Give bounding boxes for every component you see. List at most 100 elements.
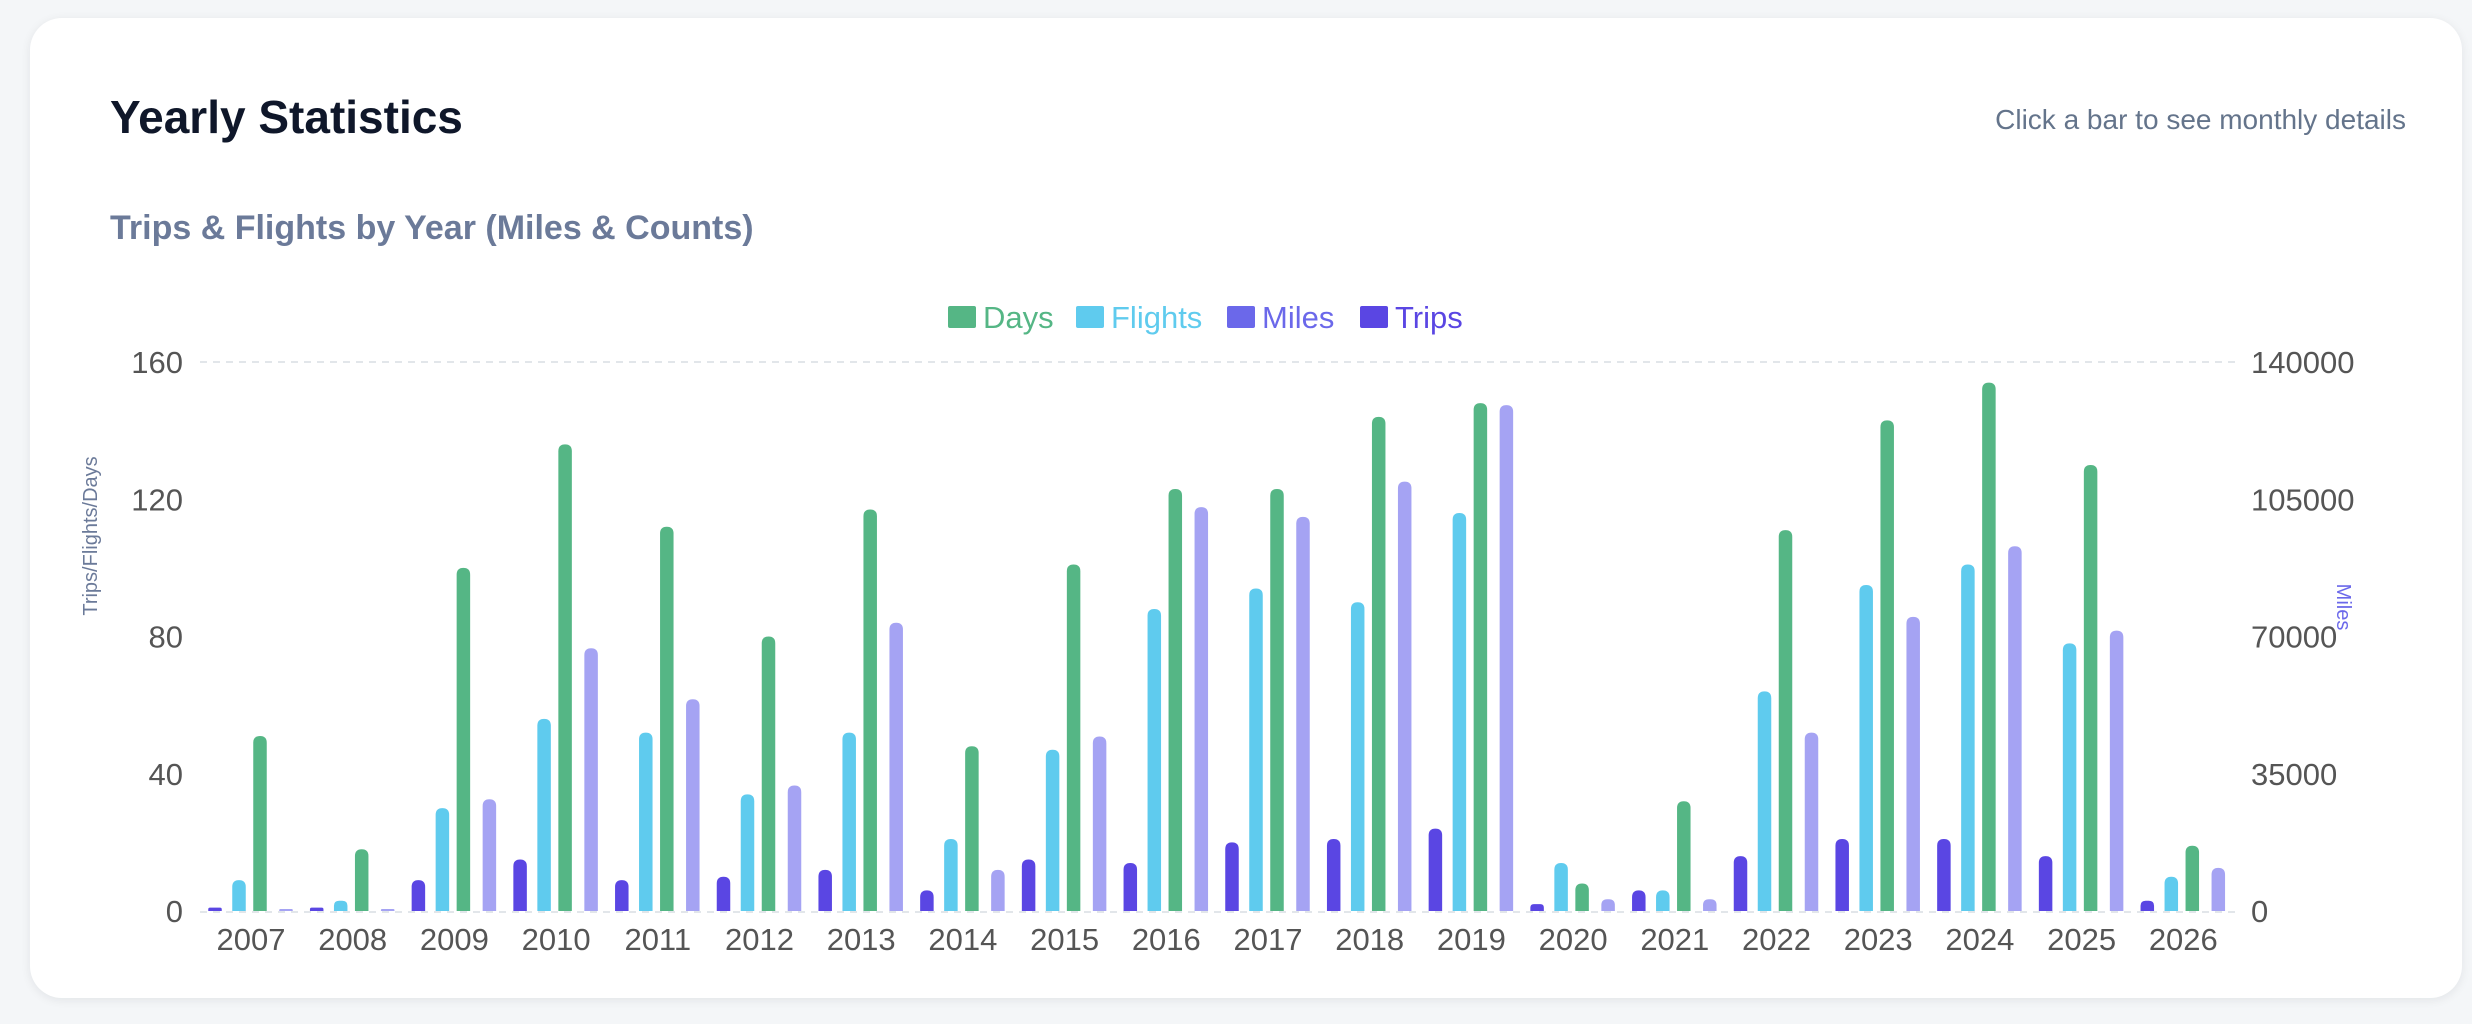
bar-trips-2008[interactable] bbox=[309, 907, 324, 911]
legend-swatch-miles[interactable] bbox=[1227, 306, 1255, 328]
bar-flights-2015[interactable] bbox=[1045, 749, 1060, 911]
bar-days-2009[interactable] bbox=[456, 567, 471, 911]
x-tick-label: 2024 bbox=[1945, 922, 2014, 957]
bar-flights-2007[interactable] bbox=[232, 880, 246, 911]
bar-trips-2022[interactable] bbox=[1733, 856, 1748, 911]
bar-flights-2012[interactable] bbox=[740, 794, 755, 911]
bar-flights-2009[interactable] bbox=[435, 808, 450, 911]
legend-swatch-flights[interactable] bbox=[1076, 306, 1104, 328]
bar-trips-2007[interactable] bbox=[208, 907, 222, 911]
bar-trips-2015[interactable] bbox=[1021, 859, 1036, 911]
bar-miles-2014[interactable] bbox=[991, 869, 1005, 911]
bar-trips-2025[interactable] bbox=[2038, 856, 2053, 911]
bar-trips-2018[interactable] bbox=[1326, 838, 1341, 911]
bar-miles-2015[interactable] bbox=[1092, 736, 1107, 911]
bar-days-2012[interactable] bbox=[761, 636, 776, 912]
y-left-axis-title: Trips/Flights/Days bbox=[80, 456, 102, 615]
bar-flights-2018[interactable] bbox=[1350, 602, 1365, 911]
bar-miles-2019[interactable] bbox=[1499, 405, 1514, 911]
x-tick-label: 2019 bbox=[1437, 922, 1506, 957]
bar-days-2007[interactable] bbox=[253, 736, 267, 911]
bar-flights-2014[interactable] bbox=[944, 838, 958, 911]
bar-flights-2026[interactable] bbox=[2164, 876, 2179, 911]
y-left-tick-label: 120 bbox=[131, 482, 183, 517]
bar-miles-2007[interactable] bbox=[279, 909, 293, 911]
bar-trips-2023[interactable] bbox=[1835, 838, 1849, 911]
x-tick-label: 2022 bbox=[1742, 922, 1811, 957]
legend-swatch-days[interactable] bbox=[948, 306, 976, 328]
bar-miles-2023[interactable] bbox=[1906, 616, 1920, 911]
bar-trips-2020[interactable] bbox=[1530, 904, 1544, 911]
bar-flights-2022[interactable] bbox=[1757, 691, 1772, 911]
legend-label-days: Days bbox=[983, 300, 1054, 335]
bar-days-2015[interactable] bbox=[1066, 564, 1081, 911]
bar-trips-2010[interactable] bbox=[513, 859, 527, 911]
bar-miles-2017[interactable] bbox=[1296, 516, 1310, 911]
bar-days-2016[interactable] bbox=[1168, 488, 1183, 911]
bar-days-2008[interactable] bbox=[354, 849, 369, 911]
click-hint: Click a bar to see monthly details bbox=[1995, 104, 2406, 135]
bar-days-2024[interactable] bbox=[1982, 382, 1996, 911]
bar-miles-2024[interactable] bbox=[2008, 546, 2022, 911]
bar-miles-2021[interactable] bbox=[1703, 899, 1717, 911]
bar-miles-2010[interactable] bbox=[584, 648, 598, 911]
bar-miles-2013[interactable] bbox=[889, 622, 903, 911]
x-tick-label: 2007 bbox=[217, 922, 286, 957]
bar-miles-2020[interactable] bbox=[1601, 899, 1615, 911]
bar-miles-2022[interactable] bbox=[1804, 732, 1819, 911]
bar-trips-2016[interactable] bbox=[1123, 862, 1138, 911]
bar-trips-2013[interactable] bbox=[818, 869, 832, 911]
x-tick-label: 2011 bbox=[624, 922, 691, 957]
bar-miles-2011[interactable] bbox=[686, 699, 700, 911]
bar-days-2022[interactable] bbox=[1778, 530, 1793, 911]
x-tick-label: 2015 bbox=[1030, 922, 1099, 957]
bar-days-2019[interactable] bbox=[1473, 403, 1488, 911]
bar-miles-2008[interactable] bbox=[380, 909, 395, 911]
bar-flights-2019[interactable] bbox=[1452, 512, 1467, 911]
bar-trips-2009[interactable] bbox=[411, 880, 426, 911]
x-tick-label: 2023 bbox=[1844, 922, 1913, 957]
bar-miles-2025[interactable] bbox=[2109, 630, 2124, 911]
bar-flights-2023[interactable] bbox=[1859, 585, 1873, 911]
bar-days-2014[interactable] bbox=[965, 746, 979, 911]
bar-flights-2010[interactable] bbox=[537, 718, 551, 911]
bar-flights-2013[interactable] bbox=[842, 732, 856, 911]
bar-days-2010[interactable] bbox=[558, 444, 572, 911]
bar-trips-2024[interactable] bbox=[1937, 838, 1951, 911]
bar-trips-2019[interactable] bbox=[1428, 828, 1443, 911]
bar-trips-2014[interactable] bbox=[920, 890, 934, 911]
bar-miles-2018[interactable] bbox=[1397, 481, 1412, 911]
bar-miles-2009[interactable] bbox=[482, 799, 497, 911]
bar-miles-2026[interactable] bbox=[2211, 867, 2226, 911]
bar-days-2020[interactable] bbox=[1575, 883, 1589, 911]
bar-flights-2011[interactable] bbox=[639, 732, 653, 911]
bar-flights-2025[interactable] bbox=[2062, 643, 2077, 911]
bar-days-2011[interactable] bbox=[660, 526, 674, 911]
y-left-tick-label: 0 bbox=[166, 894, 183, 929]
bar-flights-2008[interactable] bbox=[333, 900, 348, 911]
bar-days-2025[interactable] bbox=[2083, 464, 2098, 911]
bar-flights-2020[interactable] bbox=[1554, 862, 1568, 911]
bar-days-2021[interactable] bbox=[1677, 801, 1691, 911]
y-right-tick-label: 70000 bbox=[2251, 620, 2337, 655]
legend-label-miles: Miles bbox=[1262, 300, 1334, 335]
bar-trips-2012[interactable] bbox=[716, 876, 731, 911]
bar-trips-2026[interactable] bbox=[2140, 900, 2155, 911]
bar-miles-2016[interactable] bbox=[1194, 507, 1209, 911]
legend-swatch-trips[interactable] bbox=[1360, 306, 1388, 328]
bar-trips-2011[interactable] bbox=[615, 880, 629, 911]
bar-days-2026[interactable] bbox=[2185, 845, 2200, 911]
bar-trips-2017[interactable] bbox=[1225, 842, 1239, 911]
bar-flights-2024[interactable] bbox=[1961, 564, 1975, 911]
bar-days-2017[interactable] bbox=[1270, 488, 1284, 911]
bar-flights-2017[interactable] bbox=[1249, 588, 1263, 911]
bar-trips-2021[interactable] bbox=[1632, 890, 1646, 911]
bar-flights-2021[interactable] bbox=[1656, 890, 1670, 911]
bar-days-2023[interactable] bbox=[1880, 420, 1894, 911]
bar-days-2018[interactable] bbox=[1371, 416, 1386, 911]
x-tick-label: 2025 bbox=[2047, 922, 2116, 957]
bar-flights-2016[interactable] bbox=[1147, 609, 1162, 911]
bar-miles-2012[interactable] bbox=[787, 785, 802, 911]
bar-days-2013[interactable] bbox=[863, 509, 877, 911]
